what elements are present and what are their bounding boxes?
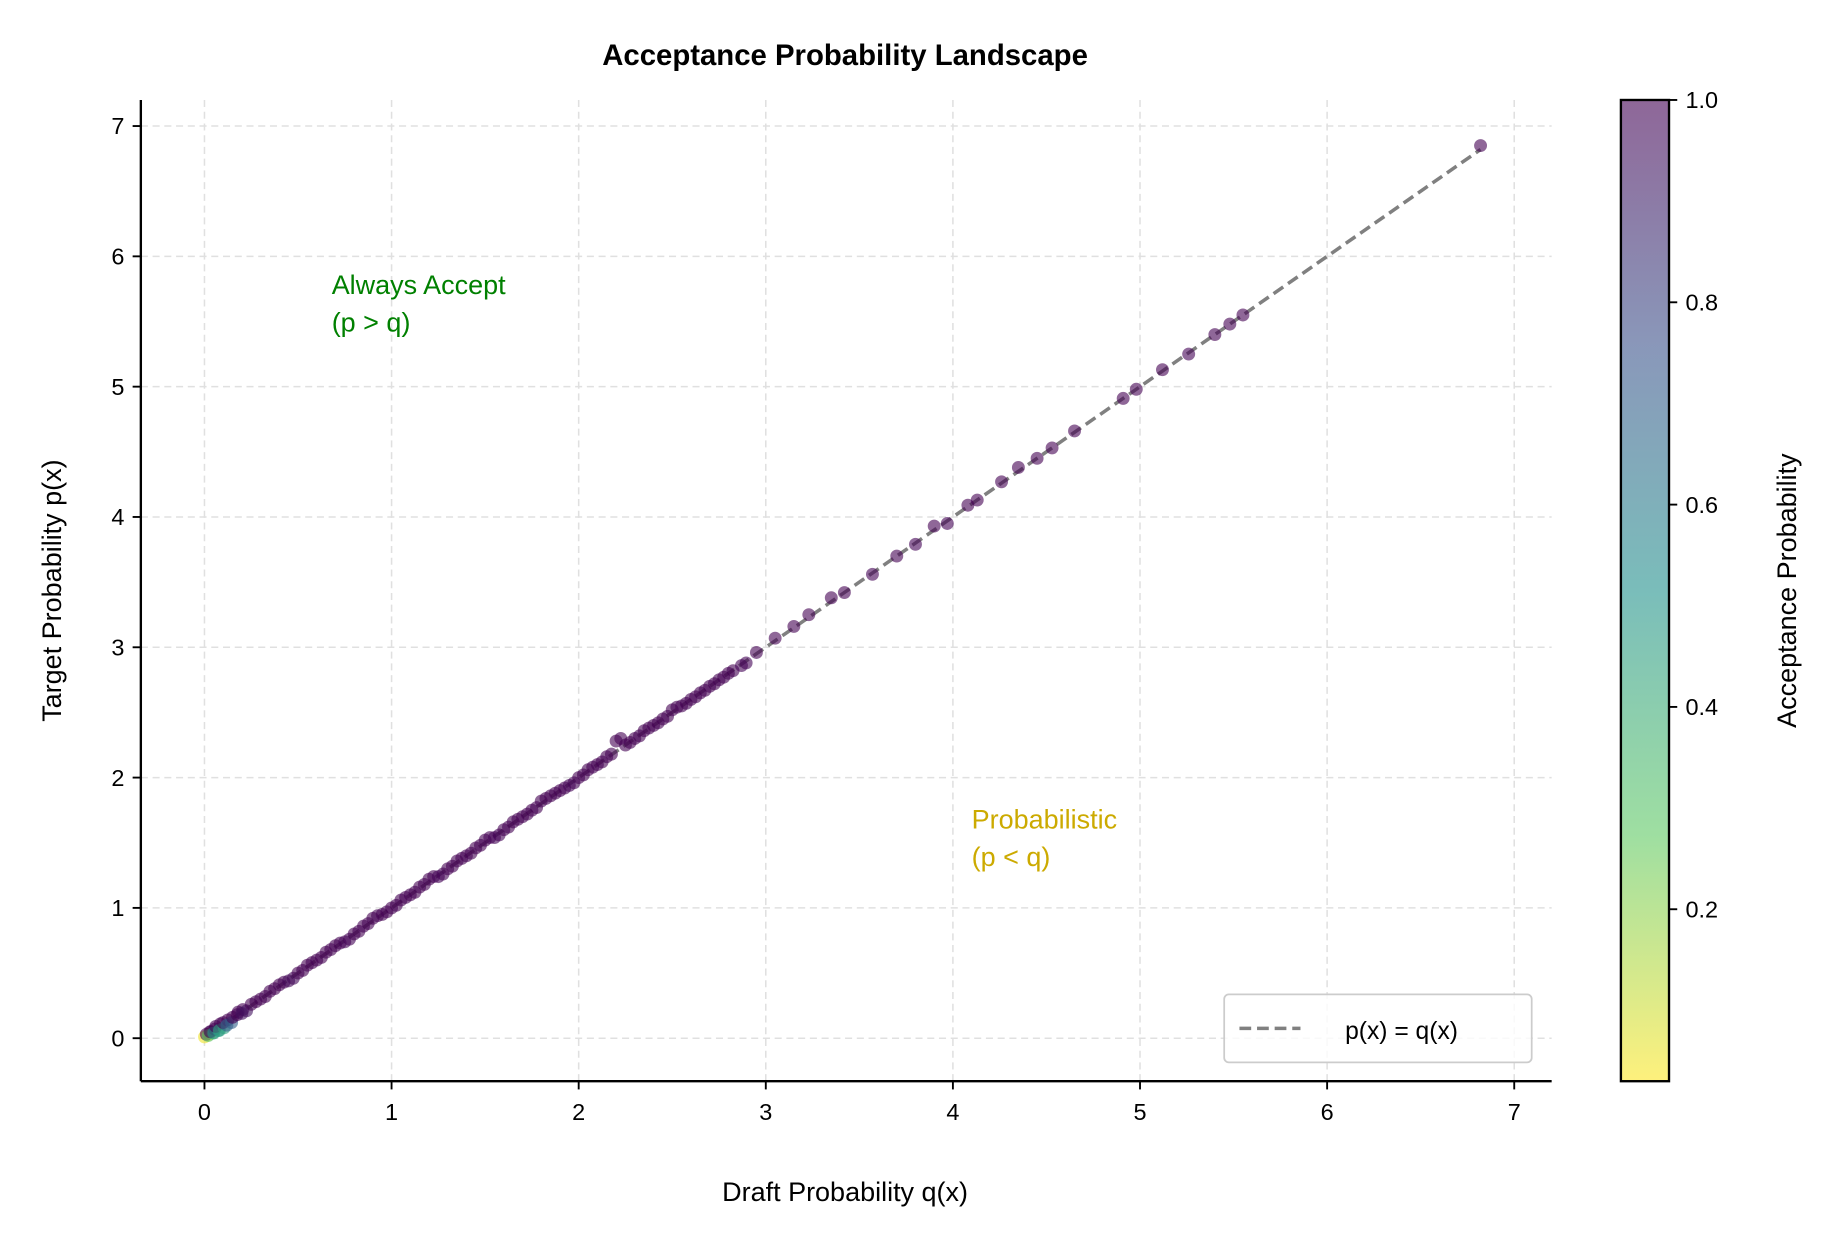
grid (140, 99, 1552, 1082)
data-point (909, 537, 922, 551)
data-point (1030, 451, 1044, 465)
annotation-line: Always Accept (332, 270, 506, 300)
chart-title: Acceptance Probability Landscape (602, 39, 1088, 72)
y-tick-label: 2 (111, 765, 124, 791)
data-point (890, 549, 904, 563)
y-tick-label: 7 (111, 113, 124, 139)
data-point (837, 586, 851, 600)
data-point (1156, 363, 1169, 377)
x-tick-label: 3 (759, 1099, 772, 1125)
y-axis-label: Target Probability p(x) (37, 459, 67, 721)
data-point (970, 493, 984, 507)
data-point (802, 608, 816, 622)
x-tick-label: 0 (198, 1099, 211, 1125)
data-point (1011, 460, 1025, 474)
legend-label: p(x) = q(x) (1345, 1018, 1458, 1045)
data-point (995, 475, 1009, 489)
axes: 0 1 2 3 4 5 6 7 0 1 2 3 4 5 6 7 (111, 99, 1552, 1125)
colorbar-tick-label: 0.2 (1685, 896, 1718, 922)
data-point (1045, 441, 1059, 455)
annotation-line: Probabilistic (972, 804, 1117, 834)
colorbar-tick-label: 1.0 (1685, 87, 1718, 113)
data-point (1182, 347, 1196, 361)
data-point (1474, 139, 1488, 153)
data-point (1116, 391, 1130, 405)
data-point (824, 591, 838, 605)
legend: p(x) = q(x) (1223, 993, 1533, 1064)
data-point (1129, 382, 1143, 396)
y-tick-label: 6 (111, 244, 124, 270)
data-point (739, 656, 753, 670)
y-tick-label: 4 (111, 504, 124, 530)
x-tick-label: 6 (1321, 1099, 1334, 1125)
x-tick-label: 4 (946, 1099, 959, 1125)
x-tick-label: 7 (1508, 1099, 1521, 1125)
y-tick-label: 5 (111, 374, 124, 400)
data-point (940, 517, 954, 530)
colorbar-label: Acceptance Probability (1772, 453, 1802, 728)
x-tick-label: 1 (385, 1099, 398, 1125)
data-point (1068, 424, 1081, 438)
data-point (768, 631, 782, 645)
colorbar-tick-label: 0.4 (1685, 694, 1718, 720)
annotation-line: (p < q) (972, 842, 1051, 872)
data-point (927, 519, 941, 533)
y-tick-label: 1 (111, 895, 124, 921)
data-point (1208, 328, 1222, 341)
y-tick-label: 3 (111, 634, 124, 660)
colorbar-tick-label: 0.6 (1685, 492, 1718, 518)
colorbar-tick-label: 0.8 (1685, 290, 1718, 316)
data-point (1223, 317, 1237, 331)
data-point (787, 619, 801, 633)
points (198, 139, 1488, 1044)
x-tick-label: 2 (572, 1099, 585, 1125)
annotation-probabilistic: Probabilistic (p < q) (972, 804, 1117, 872)
y-tick-label: 0 (111, 1025, 124, 1051)
x-axis-label: Draft Probability q(x) (722, 1177, 968, 1207)
data-point (604, 747, 618, 761)
colorbar-gradient (1619, 98, 1671, 1083)
data-point (1236, 308, 1250, 322)
colorbar: 0.2 0.4 0.6 0.8 1.0 Acceptance Probability (1619, 87, 1802, 1083)
x-tick-label: 5 (1133, 1099, 1146, 1125)
data-point (749, 646, 763, 659)
annotation-line: (p > q) (332, 308, 411, 338)
annotation-always-accept: Always Accept (p > q) (332, 270, 506, 338)
data-point (865, 567, 879, 581)
